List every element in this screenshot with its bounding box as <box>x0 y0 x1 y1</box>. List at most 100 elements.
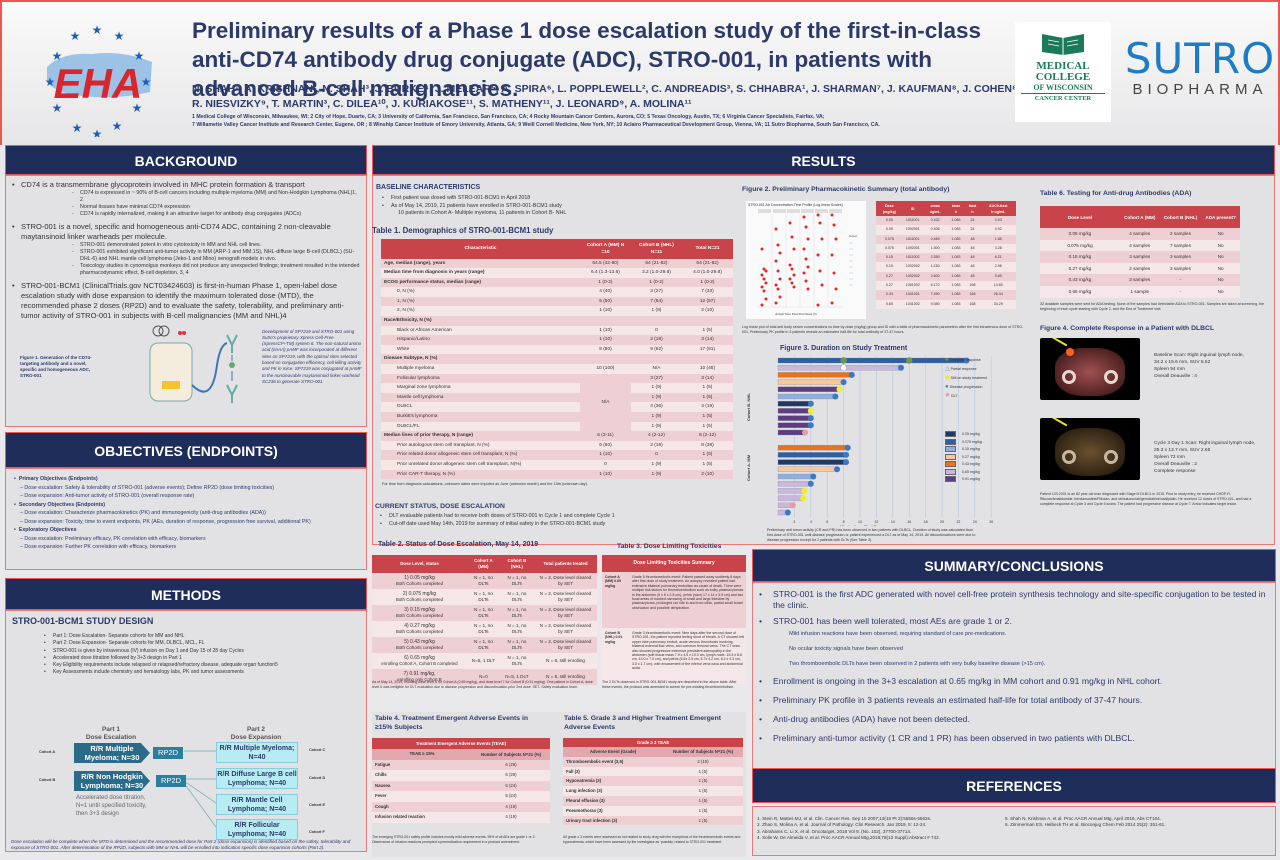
table-row: Follicular lymphoma N/A 3 (27) 3 (14) <box>381 373 733 432</box>
summary-bullet-4: Preliminary PK profile in 3 patients rev… <box>759 691 1269 710</box>
rp2d-box-a: RP2D <box>153 747 183 759</box>
affiliations-line-1: 1 Medical College of Wisconsin, Milwauke… <box>192 114 825 120</box>
svg-text:★: ★ <box>112 119 123 133</box>
svg-text:8: 8 <box>843 520 845 524</box>
table-row: Fatigue 6 (29) <box>372 759 550 770</box>
authors-line-2: R. NIESVIZKY⁹, T. MARTIN³, C. DILEA¹⁰, J… <box>192 98 692 110</box>
marker-legend: ● Complete response △ Partial response ◆… <box>945 357 988 399</box>
table-row: Infusion related reaction 4 (19) <box>372 812 550 823</box>
summary-bullet-2: STRO-001 has been well tolerated, most A… <box>759 616 1269 627</box>
svg-text:★: ★ <box>114 29 125 43</box>
table-row: 0.27 1061002 6.170 1.083 168 14.60 <box>876 281 1016 291</box>
table-row: 0.05 1011001 0.432 1.083 24 0.93 <box>876 216 1016 226</box>
table-row: Prior unrelated donor allogeneic stem ce… <box>381 459 733 470</box>
svg-text:2: 2 <box>793 520 795 524</box>
references-section: 1. Stein R, Mattes MJ, et al. Clin. Canc… <box>752 806 1276 856</box>
table-row: Age, median (range), years 64.5 (42-80) 64… <box>381 258 733 269</box>
svg-text:6: 6 <box>826 520 828 524</box>
objective-group-primary: • Primary Objectives (Endpoints) – Dose … <box>14 476 275 499</box>
table-row: 4) 0.27 mg/kg Both Cohorts completed N = 1… <box>372 621 597 637</box>
demographics-table: Characteristic Cohort A (MM) N =10 Cohor… <box>381 238 733 480</box>
cycle3-scan-text: Cycle 3 Day 1 Scan: Right inguinal lymph… <box>1154 440 1256 474</box>
references-heading: REFERENCES <box>752 768 1276 803</box>
dose-legend-item: 0.27 mg/kg <box>945 453 982 462</box>
summary-bullet-5: Anti-drug antibodies (ADA) have not been… <box>759 710 1269 729</box>
figure-4: Baseline Scan: Right inguinal lymph node… <box>1040 337 1272 508</box>
table-row: 3) 0.15 mg/kg Both Cohorts completed N = 1… <box>372 605 597 621</box>
study-design-connectors <box>183 750 217 828</box>
cohort-a-label: Cohort A <box>39 750 56 754</box>
background-bullet-1: CD74 is a transmembrane glycoprotein inv… <box>12 180 360 190</box>
dose-legend: 0.05 mg/kg 0.075 mg/kg 0.15 mg/kg 0.27 mg/k… <box>945 431 982 484</box>
svg-text:Actual Time Post First Dose (h: Actual Time Post First Dose (h) <box>775 312 817 316</box>
table-row: Chills 6 (29) <box>372 770 550 781</box>
rp2d-box-b: RP2D <box>156 775 186 787</box>
svg-text:12: 12 <box>874 520 878 524</box>
results-heading: RESULTS <box>372 145 1275 175</box>
methods-section: STRO-001-BCM1 STUDY DESIGN Part 1: Dose … <box>5 610 367 852</box>
objective-group-secondary: • Secondary Objectives (Endpoints) – Dos… <box>14 501 311 525</box>
summary-bullet-1: STRO-001 is the first ADC generated with… <box>759 589 1269 611</box>
arrow-icon <box>1050 337 1068 346</box>
table-row: 0, N (%) 4 (40) 3 (27) 7 (33) <box>381 287 733 297</box>
cohort-a-box: R/R Multiple Myeloma; N=30 <box>74 743 150 763</box>
svg-text:18: 18 <box>924 520 928 524</box>
table-row: Thromboembolic event (3,5) 2 (10) <box>563 756 743 767</box>
figure-3-title: Figure 3. Duration on Study Treatment <box>780 345 908 352</box>
objective-group-exploratory: • Exploratory Objectives – Dose escalati… <box>14 527 206 550</box>
table-row: Disease Subtype, N (%) <box>381 354 733 365</box>
table-row: Black or African American 1 (10) 0 1 (5) <box>381 325 733 336</box>
table-row: 2) 0.075 mg/kg Both Cohorts completed N = … <box>372 589 597 605</box>
cohort-c-box: R/R Multiple Myeloma; N=40 <box>216 742 298 763</box>
svg-text:★: ★ <box>92 127 103 137</box>
table-3-title: Table 3. Dose Limiting Toxicities <box>617 543 722 550</box>
svg-text:★: ★ <box>72 121 83 135</box>
table-row: 1) 0.05 mg/kg Both Cohorts completed N = 1… <box>372 573 597 589</box>
arrow-icon <box>1050 417 1068 426</box>
table-5-title: Table 5. Grade 3 and Higher Treatment Em… <box>564 715 722 731</box>
table-row: Urinary tract infection (3) 1 (5) <box>563 815 743 826</box>
dose-legend-item: 0.075 mg/kg <box>945 438 982 447</box>
results-column-1: BASELINE CHARACTERISTICS First patient w… <box>372 184 736 486</box>
dlt-table: Dose Limiting Toxicities Summary Cohort … <box>602 555 746 684</box>
summary-section: STRO-001 is the first ADC generated with… <box>752 582 1276 770</box>
table-row: 0.15 1002002 1.150 1.083 48 2.96 <box>876 262 1016 272</box>
svg-text:20: 20 <box>940 520 944 524</box>
svg-text:Subject: Subject <box>849 235 858 238</box>
table-row: Multiple myeloma 10 (100) N/A 10 (48) <box>381 364 733 374</box>
table-row: 0.05 mg/kg 4 samples 2 samples No <box>1040 228 1240 240</box>
objectives-section: • Primary Objectives (Endpoints) – Dose … <box>5 468 367 570</box>
table-row: 0.27 1052002 2.600 1.083 48 5.85 <box>876 271 1016 282</box>
table-row: Lung infection (3) 1 (5) <box>563 786 743 796</box>
cohort-d-box: R/R Diffuse Large B cell Lymphoma; N=40 <box>216 768 298 789</box>
table-row: Pleural effusion (3) 1 (5) <box>563 795 743 806</box>
table-row: 5) 0.43 mg/kg Both Cohorts completed N = 1… <box>372 637 597 653</box>
table-row: 0.65 mg/kg 1 sample - No <box>1040 285 1240 298</box>
svg-text:★: ★ <box>92 23 103 37</box>
table-row: 0.43 mg/kg 3 samples - No <box>1040 274 1240 286</box>
background-heading: BACKGROUND <box>5 145 367 175</box>
table-1-title: Table 1. Demographics of STRO-001-BCM1 s… <box>372 225 554 235</box>
objectives-heading: OBJECTIVES (ENDPOINTS) <box>5 432 367 468</box>
svg-text:Weeks from First Dose: Weeks from First Dose <box>840 524 884 526</box>
results-column-3: Table 6. Testing for Anti-drug Antibodie… <box>1040 190 1272 508</box>
dose-legend-item: 0.05 mg/kg <box>945 431 982 439</box>
table-row: DLBCL/FL 1 (9) 1 (5) <box>381 421 733 432</box>
table-row: Prior CAR-T therapy, N (%) 1 (10) 1 (9) 2 (… <box>381 469 733 480</box>
svg-text:10: 10 <box>858 520 862 524</box>
baseline-scan-text: Baseline Scan: Right inguinal lymph node… <box>1154 352 1244 379</box>
adverse-events-section: Table 4. Treatment Emergent Adverse Even… <box>372 712 746 857</box>
figure-2-caption: Log linear plot of total anti body serum… <box>742 325 1024 334</box>
table-row: Mantle cell lymphoma 1 (9) 1 (5) <box>381 392 733 403</box>
part-2-label: Part 2 Dose Expansion <box>230 726 282 741</box>
table-row: 0.075 1092001 1.300 1.083 48 3.28 <box>876 243 1016 254</box>
svg-text:22: 22 <box>956 520 960 524</box>
summary-sub-bullets: Mild infusion reactions have been observ… <box>789 631 1046 667</box>
sutro-logo: SUTRO BIOPHARMA <box>1124 34 1276 99</box>
table-row: 0.075 mg/kg 4 samples 7 samples No <box>1040 239 1240 252</box>
figure-1: Figure 1. Generation of the CD74-targeti… <box>12 325 361 407</box>
table-row: Burkitt's lymphoma 1 (9) 1 (5) <box>381 412 733 422</box>
summary-bullet-3: Enrollment is ongoing in the 3+3 escalat… <box>759 672 1269 691</box>
affiliations-line-2: 7 Willamette Valley Cancer Institute and… <box>192 122 880 128</box>
table-row: Prior related donor allogeneic stem cell… <box>381 450 733 460</box>
